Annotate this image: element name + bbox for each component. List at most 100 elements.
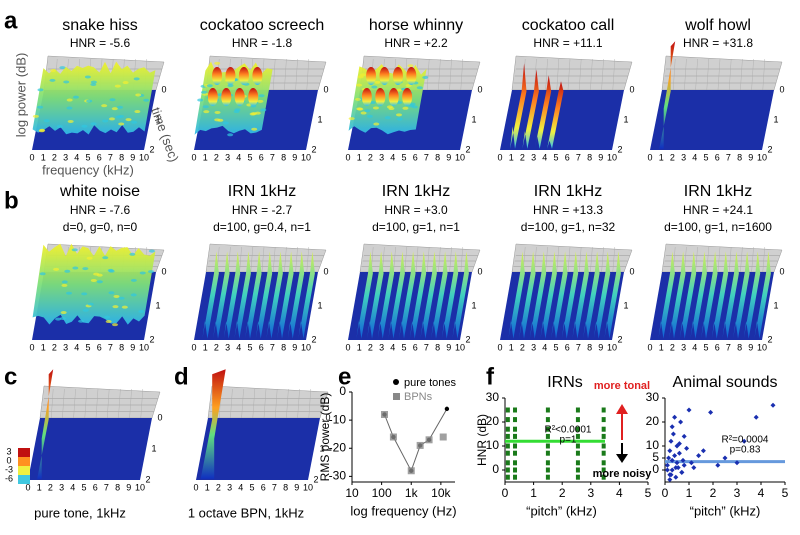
surface-texture (90, 80, 97, 84)
data-point (678, 419, 684, 425)
y-tick-label: 30 (646, 390, 660, 404)
freq-tick-label: 5 (703, 342, 708, 352)
panel-title: IRN 1kHz (684, 183, 752, 200)
surface-texture (373, 122, 380, 126)
harmonic-peak (388, 88, 399, 106)
surface-texture (87, 302, 94, 306)
surface-texture (108, 269, 115, 273)
panel-title: wolf howl (684, 17, 751, 34)
x-axis-title: “pitch” (kHz) (526, 503, 597, 518)
data-point (715, 462, 721, 468)
freq-tick-label: 8 (119, 152, 124, 162)
freq-tick-label: 8 (587, 342, 592, 352)
surface-texture (101, 104, 108, 108)
hnr-label: HNR = -7.6 (70, 203, 131, 217)
data-point (575, 450, 580, 456)
data-point (668, 438, 674, 444)
spectral-surface (32, 243, 156, 325)
surface-texture (49, 78, 56, 82)
data-point (664, 467, 670, 473)
freq-tick-label: 10 (455, 152, 465, 162)
surface-texture (61, 283, 68, 287)
freq-tick-label: 7 (576, 342, 581, 352)
wall-grid (252, 388, 255, 419)
surface-texture (148, 270, 155, 274)
wall-grid (230, 388, 233, 419)
data-point (513, 407, 518, 413)
time-tick-label: 1 (317, 114, 322, 124)
freq-tick-label: 1 (37, 482, 42, 492)
data-point (680, 457, 686, 463)
x-tick-label: 10k (431, 486, 451, 500)
x-tick-label: 4 (758, 486, 765, 500)
harmonic-ridge (722, 251, 739, 339)
time-tick-label: 2 (465, 144, 470, 154)
freq-tick-label: 8 (281, 152, 286, 162)
colorbar (18, 475, 30, 484)
data-point (505, 407, 510, 413)
harmonic-ridge (593, 251, 611, 339)
data-point (575, 433, 580, 439)
surface-texture (138, 310, 145, 314)
data-point (513, 460, 518, 466)
freq-tick-label: 9 (130, 152, 135, 162)
data-point (673, 465, 679, 471)
freq-tick-label: 0 (497, 342, 502, 352)
wall-grid (273, 246, 276, 273)
freq-tick-label: 8 (435, 152, 440, 162)
wall-grid (404, 246, 407, 273)
data-point (672, 414, 678, 420)
wall-grid (241, 388, 244, 419)
harmonic-peak (402, 88, 413, 106)
data-point (505, 443, 510, 449)
freq-tick-label: 7 (270, 152, 275, 162)
freq-tick-label: 7 (726, 152, 731, 162)
data-point (681, 462, 687, 468)
time-tick-label: 1 (773, 300, 778, 310)
wall-grid (556, 58, 559, 91)
freq-tick-label: 8 (435, 342, 440, 352)
data-point (505, 467, 510, 473)
freq-tick-label: 3 (59, 482, 64, 492)
data-point (416, 441, 424, 449)
data-point (545, 474, 550, 480)
stat-label: p=0.83 (730, 445, 761, 456)
surface-texture (84, 75, 91, 79)
y-tick-label: -20 (329, 440, 347, 454)
x-tick-label: 2 (559, 486, 566, 500)
wall-grid (273, 58, 276, 91)
wall-grid (427, 58, 430, 91)
surface-texture (115, 115, 122, 119)
freq-tick-label: 7 (104, 482, 109, 492)
harmonic-ridge (431, 251, 448, 339)
surface-texture (37, 88, 44, 92)
freq-tick-label: 4 (390, 152, 395, 162)
surface-texture (258, 94, 265, 98)
data-point (679, 469, 685, 475)
y-tick-label: -10 (329, 412, 347, 426)
harmonic-ridge (202, 251, 219, 339)
surface-texture (355, 97, 362, 101)
time-tick-label: 2 (149, 334, 154, 344)
harmonic-peak (366, 67, 377, 85)
wall-grid (62, 388, 65, 419)
harmonic-ridge (420, 251, 437, 339)
data-point (674, 460, 680, 466)
freq-tick-label: 5 (247, 152, 252, 162)
wall-grid (107, 388, 110, 419)
harmonic-ridge (519, 251, 536, 339)
wall-grid (545, 246, 548, 273)
floor (196, 418, 320, 480)
tone-ridge (37, 369, 54, 479)
data-point (684, 445, 690, 451)
panel-label: d (174, 363, 189, 390)
surface-texture (356, 83, 363, 87)
wall-grid (449, 58, 452, 91)
freq-tick-label: 1 (509, 342, 514, 352)
freq-tick-label: 3 (63, 342, 68, 352)
harmonic-ridge (409, 251, 427, 339)
freq-tick-label: 6 (715, 152, 720, 162)
colorbar-tick: 0 (6, 455, 11, 465)
surface-texture (369, 101, 376, 105)
harmonic-peak (221, 88, 232, 106)
